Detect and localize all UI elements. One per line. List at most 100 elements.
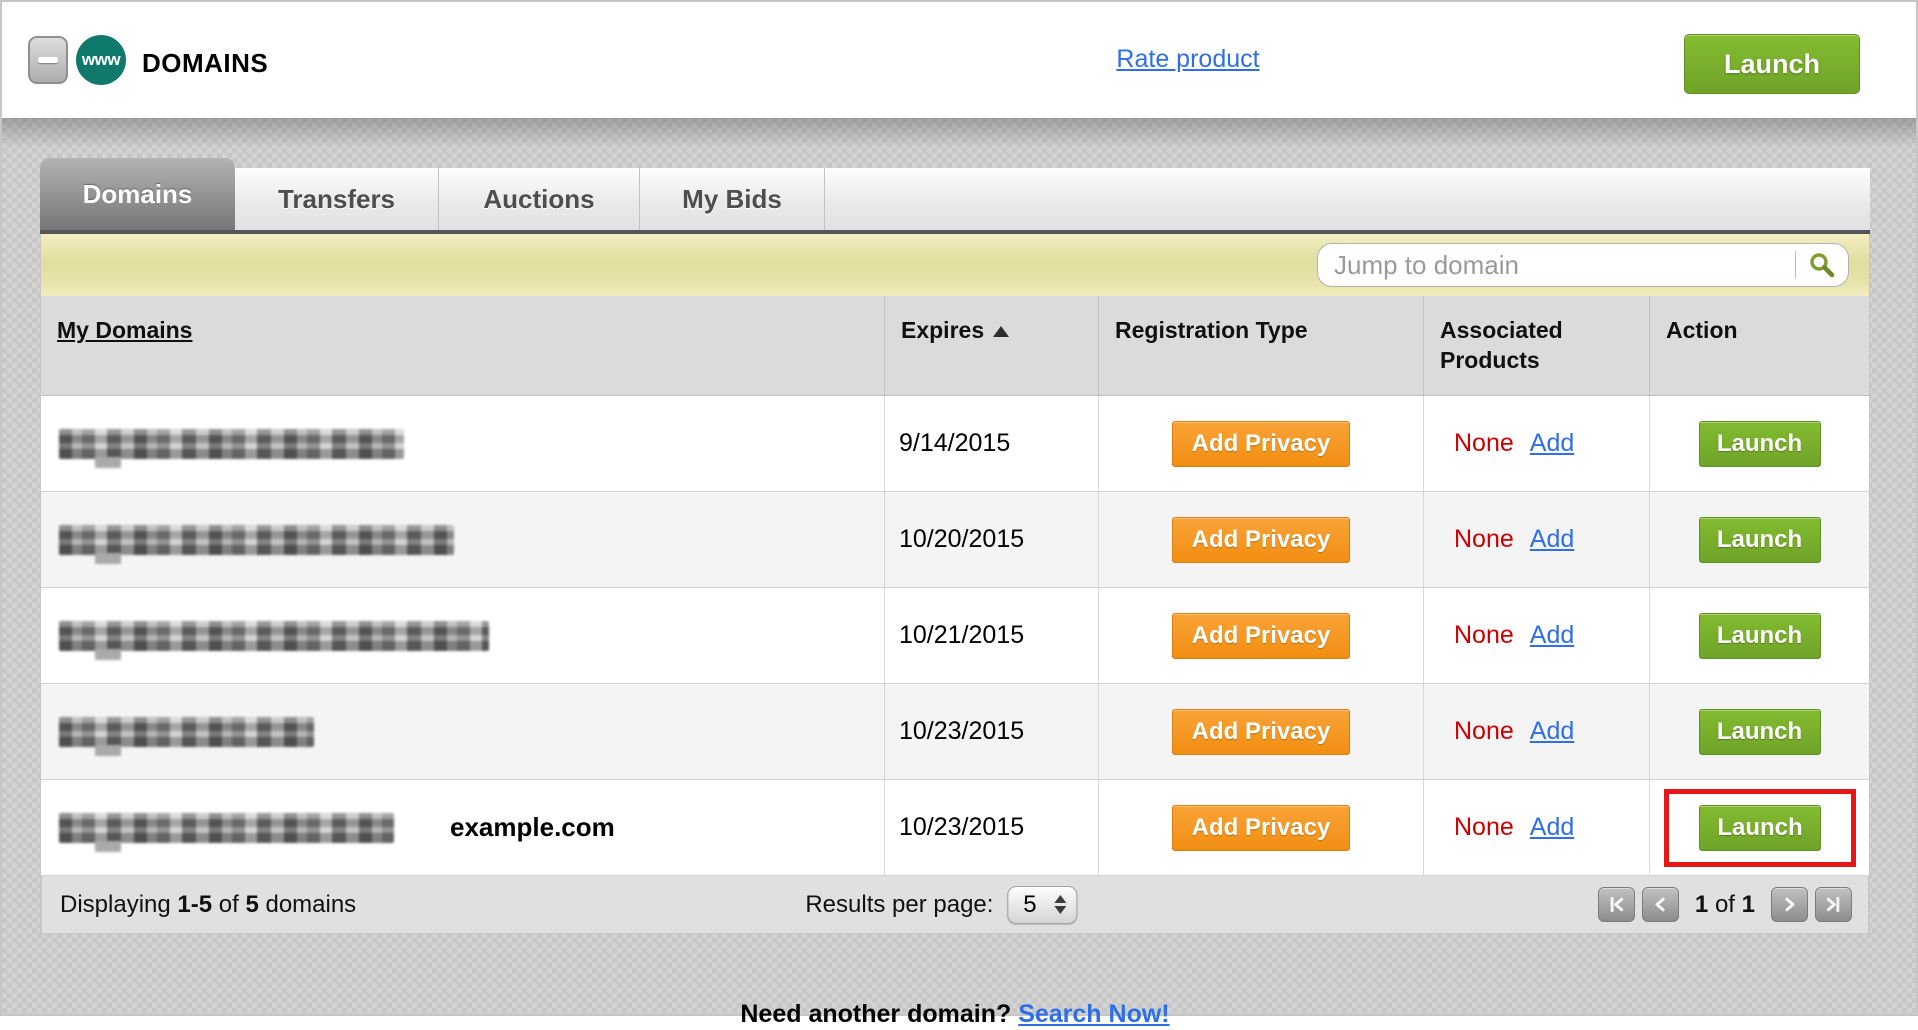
table-row: 9/14/2015 Add Privacy None Add Launch: [41, 396, 1869, 492]
domain-cell: example.com: [41, 780, 885, 875]
add-privacy-button[interactable]: Add Privacy: [1172, 804, 1350, 851]
associated-none: None: [1454, 621, 1514, 649]
tab-auctions[interactable]: Auctions: [439, 168, 640, 230]
action-cell: Launch: [1650, 588, 1869, 683]
associated-add-link[interactable]: Add: [1529, 525, 1575, 553]
displaying-suffix: domains: [258, 890, 357, 918]
last-page-button[interactable]: [1815, 887, 1852, 922]
domain-cell: [41, 492, 885, 587]
tab-transfers[interactable]: Transfers: [235, 168, 439, 230]
www-icon-label: www: [81, 50, 121, 69]
jump-to-domain-search: [1317, 243, 1849, 287]
search-icon: [1810, 253, 1835, 278]
results-per-page-value: 5: [1023, 890, 1037, 918]
table-row: 10/23/2015 Add Privacy None Add Launch: [41, 684, 1869, 780]
launch-button-header[interactable]: Launch: [1684, 34, 1860, 94]
registration-cell: Add Privacy: [1099, 396, 1424, 491]
registration-cell: Add Privacy: [1099, 588, 1424, 683]
associated-cell: None Add: [1424, 684, 1650, 779]
domain-cell: [41, 588, 885, 683]
associated-cell: None Add: [1424, 492, 1650, 587]
prev-page-button[interactable]: [1641, 887, 1679, 922]
column-header-action: Action: [1666, 317, 1738, 343]
search-divider: [1795, 251, 1796, 279]
rate-product-link[interactable]: Rate product: [1116, 45, 1260, 73]
registration-cell: Add Privacy: [1099, 780, 1424, 875]
need-domain-note: Need another domain? Search Now!: [40, 1000, 1870, 1029]
last-page-icon: [1826, 896, 1840, 913]
column-header-registration-type: Registration Type: [1099, 296, 1424, 395]
add-privacy-button[interactable]: Add Privacy: [1172, 708, 1350, 755]
associated-add-link[interactable]: Add: [1529, 621, 1575, 649]
displaying-summary: Displaying 1-5 of 5 domains: [42, 891, 356, 919]
page-indicator: 1 of 1: [1695, 891, 1755, 919]
pagination: 1 of 1: [1597, 887, 1868, 922]
action-cell: Launch: [1650, 684, 1869, 779]
associated-cell: None Add: [1424, 396, 1650, 491]
column-header-my-domains: My Domains: [41, 296, 885, 395]
launch-button[interactable]: Launch: [1698, 420, 1821, 467]
search-strip: [40, 234, 1870, 296]
first-page-button[interactable]: [1597, 887, 1635, 922]
chevron-down-icon: [1054, 906, 1067, 914]
associated-cell: None Add: [1424, 780, 1650, 875]
page-current: 1: [1694, 890, 1709, 918]
column-header-expires[interactable]: Expires: [885, 296, 1099, 395]
associated-none: None: [1454, 717, 1514, 745]
expires-label: Expires: [901, 317, 985, 343]
page-title: DOMAINS: [142, 48, 269, 78]
associated-add-link[interactable]: Add: [1529, 429, 1575, 457]
www-icon: www: [76, 35, 126, 85]
launch-button-highlighted[interactable]: Launch: [1699, 804, 1821, 851]
expires-cell: 10/23/2015: [885, 780, 1099, 875]
launch-button[interactable]: Launch: [1698, 612, 1821, 659]
tab-divider: [40, 230, 1870, 234]
redacted-domain: [59, 524, 454, 564]
associated-add-link[interactable]: Add: [1529, 813, 1575, 841]
add-privacy-button[interactable]: Add Privacy: [1172, 612, 1350, 659]
table-row: 10/20/2015 Add Privacy None Add Launch: [41, 492, 1869, 588]
associated-none: None: [1454, 429, 1514, 457]
next-page-button[interactable]: [1771, 887, 1808, 922]
search-input[interactable]: [1318, 249, 1795, 281]
launch-button[interactable]: Launch: [1698, 516, 1821, 563]
prev-page-icon: [1655, 897, 1665, 912]
need-domain-prompt: Need another domain?: [740, 1000, 1019, 1028]
results-per-page-select[interactable]: 5: [1007, 885, 1078, 924]
associated-none: None: [1454, 525, 1514, 553]
tab-bar: Domains Transfers Auctions My Bids: [40, 158, 1870, 230]
domain-annotation: example.com: [450, 812, 615, 842]
associated-add-link[interactable]: Add: [1529, 717, 1575, 745]
search-button[interactable]: [1796, 244, 1848, 286]
highlight-annotation-box: Launch: [1664, 788, 1856, 867]
domains-table: My Domains Expires Registration Type Ass…: [40, 296, 1870, 934]
sort-asc-icon: [993, 326, 1010, 337]
tab-my-bids[interactable]: My Bids: [640, 168, 825, 230]
search-now-link[interactable]: Search Now!: [1018, 1000, 1170, 1028]
redacted-domain: [59, 716, 314, 756]
tab-bar-filler: [825, 168, 1870, 230]
redacted-domain: [59, 620, 489, 660]
my-domains-sort-link[interactable]: My Domains: [57, 317, 193, 343]
add-privacy-button[interactable]: Add Privacy: [1172, 420, 1350, 467]
registration-cell: Add Privacy: [1099, 684, 1424, 779]
launch-button[interactable]: Launch: [1698, 708, 1821, 755]
collapse-button[interactable]: [28, 36, 68, 84]
action-cell: Launch: [1650, 396, 1869, 491]
displaying-of: of: [212, 890, 246, 918]
table-header-row: My Domains Expires Registration Type Ass…: [41, 296, 1869, 396]
table-row: 10/21/2015 Add Privacy None Add Launch: [41, 588, 1869, 684]
domain-cell: [41, 684, 885, 779]
redacted-domain: [59, 812, 394, 852]
domain-cell: [41, 396, 885, 491]
page-of: of: [1708, 890, 1742, 918]
add-privacy-button[interactable]: Add Privacy: [1172, 516, 1350, 563]
expires-cell: 9/14/2015: [885, 396, 1099, 491]
table-row-example: example.com 10/23/2015 Add Privacy None A…: [41, 780, 1869, 876]
expires-cell: 10/21/2015: [885, 588, 1099, 683]
associated-cell: None Add: [1424, 588, 1650, 683]
tab-domains[interactable]: Domains: [40, 158, 235, 230]
minus-icon: [38, 57, 58, 63]
first-page-icon: [1610, 896, 1624, 913]
